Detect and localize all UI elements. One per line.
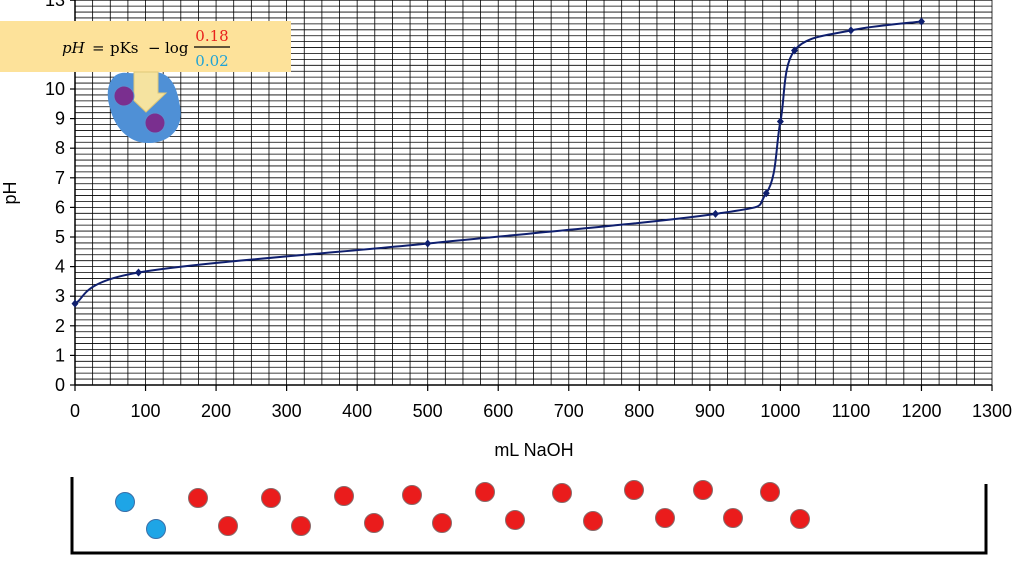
y-tick-label: 1	[55, 345, 65, 365]
formula-box	[0, 21, 291, 72]
red-particle	[505, 510, 525, 530]
x-axis-label: mL NaOH	[494, 440, 573, 460]
x-tick-labels: 0 100 200 300 400 500 600 700 800 900 1000 1100 1200…	[70, 401, 1012, 421]
blue-particle	[146, 519, 166, 539]
formula-pks: pKs	[110, 39, 139, 57]
red-particle	[655, 508, 675, 528]
y-tick-label: 3	[55, 286, 65, 306]
beaker-particles	[115, 480, 810, 539]
formula-equals: =	[92, 39, 105, 57]
x-tick-label: 500	[413, 401, 443, 421]
blue-particle	[115, 492, 135, 512]
red-particle	[364, 513, 384, 533]
x-tick-label: 100	[131, 401, 161, 421]
x-tick-label: 1200	[901, 401, 941, 421]
beaker-outline	[70, 477, 988, 555]
x-tick-label: 800	[624, 401, 654, 421]
red-particle	[693, 480, 713, 500]
red-particle	[218, 516, 238, 536]
data-point	[71, 299, 79, 308]
red-particle	[188, 488, 208, 508]
red-particle	[552, 483, 572, 503]
x-tick-label: 900	[695, 401, 725, 421]
red-particle	[583, 511, 603, 531]
y-tick-label: 2	[55, 316, 65, 336]
y-tick-label: 6	[55, 197, 65, 217]
x-tick-label: 200	[201, 401, 231, 421]
y-tick-label: 5	[55, 227, 65, 247]
red-particle	[624, 480, 644, 500]
data-point	[134, 268, 142, 277]
x-tick-label: 700	[554, 401, 584, 421]
data-point	[917, 17, 925, 26]
particle-left	[113, 85, 135, 107]
formula-minus: −	[148, 39, 161, 57]
data-point	[762, 189, 770, 198]
y-tick-label: 4	[55, 257, 65, 277]
x-tick-label: 600	[483, 401, 513, 421]
beaker	[70, 477, 988, 555]
data-point	[711, 209, 719, 218]
red-particle	[790, 509, 810, 529]
data-point	[847, 26, 855, 35]
y-tick-label: 7	[55, 168, 65, 188]
series-line	[74, 20, 922, 305]
y-tick-label: 9	[55, 109, 65, 129]
molecule-illustration	[107, 71, 181, 144]
red-particle	[291, 516, 311, 536]
data-point	[424, 239, 432, 248]
red-particle	[402, 485, 422, 505]
particle-right	[144, 112, 166, 134]
x-tick-label: 1300	[972, 401, 1012, 421]
y-tick-label: 8	[55, 138, 65, 158]
red-particle	[261, 488, 281, 508]
y-axis-label: pH	[0, 181, 20, 204]
x-tick-label: 1000	[760, 401, 800, 421]
red-particle	[432, 513, 452, 533]
red-particle	[334, 486, 354, 506]
formula-log: log	[165, 39, 189, 57]
data-point	[790, 46, 798, 55]
y-tick-label: 10	[45, 79, 65, 99]
titration-curve	[71, 17, 925, 308]
formula-lhs: pH	[62, 39, 86, 57]
y-tick-label: 0	[55, 375, 65, 395]
red-particle	[760, 482, 780, 502]
y-tick-label: 13	[45, 0, 65, 10]
formula-denominator: 0.02	[195, 52, 228, 70]
data-point	[776, 117, 784, 126]
red-particle	[723, 508, 743, 528]
formula-numerator: 0.18	[195, 27, 228, 45]
formula-banner: pH = pKs − log 0.18 0.02	[0, 21, 291, 72]
x-tick-label: 0	[70, 401, 80, 421]
x-tick-label: 400	[342, 401, 372, 421]
x-tick-label: 300	[272, 401, 302, 421]
x-tick-label: 1100	[832, 401, 871, 421]
red-particle	[475, 482, 495, 502]
